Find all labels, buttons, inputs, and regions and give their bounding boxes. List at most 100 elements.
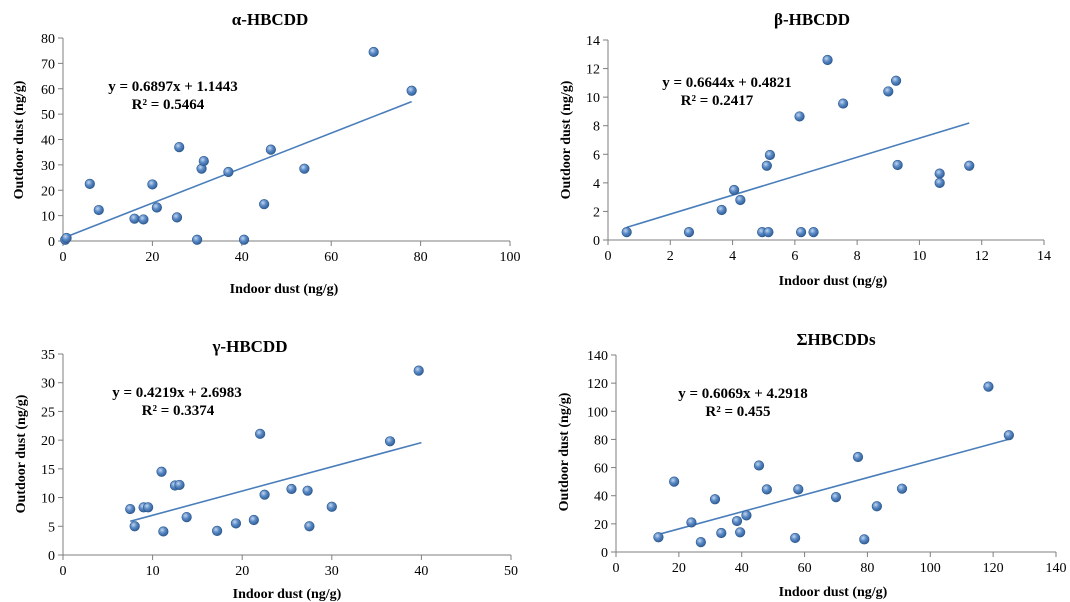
data-point (683, 227, 695, 238)
data-point (890, 75, 902, 86)
x-tick-label: 12 (975, 249, 989, 264)
x-tick-label: 20 (145, 250, 159, 265)
plot-area: 0 10 20 30 40 50 0 5 10 15 20 25 30 35 (41, 348, 518, 579)
data-point (859, 534, 870, 545)
chart-title: γ-HBCDD (211, 337, 287, 356)
data-point (731, 515, 743, 527)
y-tick-label: 20 (41, 184, 55, 199)
y-axis-label: Outdoor dust (ng/g) (14, 394, 29, 513)
chart-title: ΣHBCDDs (796, 330, 876, 349)
data-point (830, 492, 842, 503)
y-tick-label: 14 (586, 34, 600, 49)
data-point (838, 98, 849, 109)
y-tick-label: 100 (587, 405, 608, 420)
data-point (265, 144, 276, 155)
data-point (934, 177, 945, 188)
x-tick-label: 0 (60, 250, 67, 265)
data-point (669, 476, 680, 487)
x-tick-label: 4 (729, 249, 736, 264)
y-tick-label: 10 (586, 91, 600, 106)
r-squared-label: R² = 0.5464 (132, 97, 205, 113)
data-point (326, 501, 337, 512)
y-tick-label: 40 (594, 490, 608, 505)
x-axis-label: Indoor dust (ng/g) (779, 274, 888, 289)
r-squared-label: R² = 0.3374 (142, 403, 215, 419)
data-point (248, 514, 259, 526)
data-point (174, 142, 185, 153)
y-tick-label: 0 (601, 546, 608, 561)
trendline (658, 438, 1010, 536)
r-squared-label: R² = 0.2417 (681, 93, 754, 109)
data-point (192, 234, 203, 245)
data-point (735, 527, 746, 538)
data-point (181, 511, 192, 523)
y-tick-label: 6 (593, 148, 600, 163)
y-tick-label: 25 (41, 405, 55, 420)
x-tick-label: 10 (912, 249, 926, 264)
chart-title: β-HBCDD (774, 10, 850, 29)
data-point (147, 179, 158, 190)
data-point (793, 484, 804, 495)
x-tick-label: 100 (920, 561, 941, 576)
y-tick-label: 120 (587, 377, 608, 392)
x-tick-label: 100 (500, 250, 521, 265)
chart-sum-hbcdds-svg: ΣHBCDDs Outdoor dust (ng/g) Indoor dust … (557, 330, 1067, 600)
data-point (716, 527, 727, 539)
data-point (822, 54, 833, 66)
data-point (406, 85, 417, 96)
y-tick-label: 80 (594, 433, 608, 448)
data-point (763, 227, 774, 238)
chart-alpha-hbcdd-svg: α-HBCDD Outdoor dust (ng/g) Indoor dust … (12, 10, 521, 297)
data-point (255, 428, 266, 439)
y-tick-label: 30 (41, 377, 55, 392)
x-tick-label: 30 (325, 564, 339, 579)
data-point (138, 214, 149, 225)
data-point (653, 532, 664, 543)
data-point (151, 202, 162, 213)
data-point (741, 510, 752, 521)
y-tick-label: 5 (48, 520, 55, 535)
y-tick-label: 8 (593, 120, 600, 135)
y-axis-label: Outdoor dust (ng/g) (12, 80, 27, 199)
data-point (729, 184, 740, 196)
x-tick-label: 0 (60, 564, 67, 579)
y-tick-label: 10 (41, 210, 55, 225)
data-point (808, 227, 819, 238)
trendline-equation: y = 0.6897x + 1.1443 (108, 79, 238, 95)
data-point (286, 483, 297, 495)
data-point (259, 489, 270, 500)
trendline-equation: y = 0.4219x + 2.6983 (112, 385, 242, 401)
data-point (384, 436, 396, 447)
plot-area: 0 20 40 60 80 100 0 10 20 30 40 50 60 70 80 (41, 32, 521, 265)
data-point (158, 526, 169, 537)
x-axis-label: Indoor dust (ng/g) (233, 587, 342, 602)
data-point (761, 484, 772, 495)
data-point (125, 503, 136, 515)
data-point (368, 46, 379, 58)
trendline-equation: y = 0.6069x + 4.2918 (678, 386, 808, 402)
x-tick-label: 2 (667, 249, 674, 264)
y-tick-label: 2 (593, 205, 600, 220)
x-tick-label: 40 (414, 564, 428, 579)
x-tick-label: 60 (324, 250, 338, 265)
x-tick-label: 14 (1037, 249, 1051, 264)
x-tick-label: 20 (672, 561, 686, 576)
x-tick-label: 0 (613, 561, 620, 576)
data-point (883, 86, 894, 97)
y-tick-label: 20 (41, 434, 55, 449)
y-tick-label: 50 (41, 108, 55, 123)
x-tick-label: 40 (735, 561, 749, 576)
y-tick-label: 35 (41, 348, 55, 363)
data-point (143, 502, 154, 513)
x-tick-label: 140 (1046, 561, 1067, 576)
y-tick-label: 20 (594, 518, 608, 533)
y-axis-label: Outdoor dust (ng/g) (557, 392, 572, 511)
data-point (129, 521, 140, 532)
data-point (964, 160, 975, 171)
data-point (84, 178, 95, 190)
data-point (174, 479, 185, 491)
data-point (761, 160, 772, 171)
data-point (156, 466, 167, 477)
chart-title: α-HBCDD (232, 10, 309, 29)
data-point (129, 213, 140, 224)
